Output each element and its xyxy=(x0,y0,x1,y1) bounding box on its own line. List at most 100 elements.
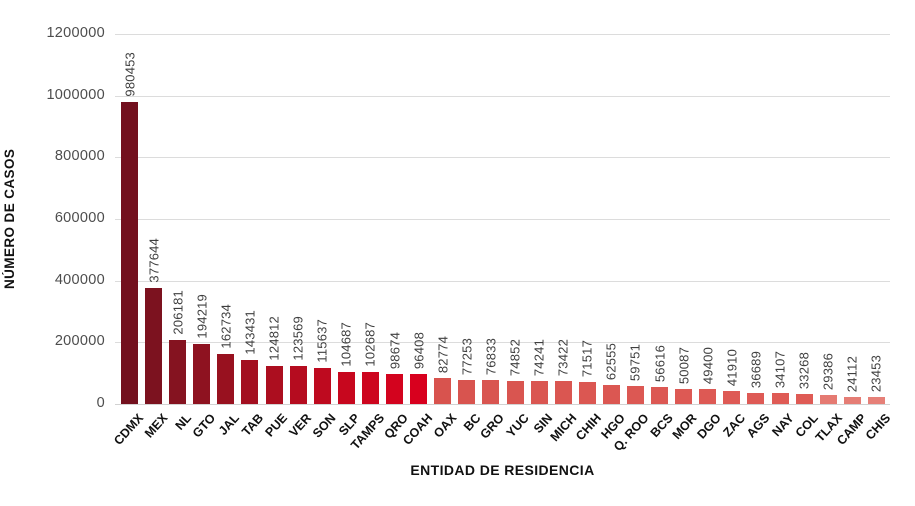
bar-cell-son: 115637 SON xyxy=(310,34,339,440)
bar-cell-ver: 123569 VER xyxy=(287,34,315,439)
bar xyxy=(675,389,693,404)
bar-cell-yuc: 74852 YUC xyxy=(503,34,531,440)
x-category-label: DGO xyxy=(694,411,725,442)
bar-cell-coah: 96408 COAH xyxy=(400,34,435,448)
x-category-label: SON xyxy=(310,411,339,441)
x-category-label: VER xyxy=(286,411,315,440)
bar-value-label: 104687 xyxy=(338,322,354,367)
bar-value-label: 74241 xyxy=(531,338,547,376)
bar-cell-chih: 71517 CHIH xyxy=(573,34,604,443)
bar xyxy=(795,394,813,404)
bar xyxy=(723,391,741,404)
bar-value-label: 24112 xyxy=(844,355,860,392)
bar xyxy=(506,381,524,404)
bar-value-label: 194219 xyxy=(194,294,210,339)
bar-cell-ags: 36689 AGS xyxy=(744,34,773,441)
bar-cell-col: 33268 COL xyxy=(792,34,820,440)
bar-cell-q-roo: 59751 Q. ROO xyxy=(611,34,652,454)
bar xyxy=(241,360,259,404)
x-category-label: PUE xyxy=(262,411,291,440)
bar xyxy=(651,387,669,404)
bar-cell-oax: 82774 OAX xyxy=(431,34,460,441)
bar xyxy=(217,354,235,404)
bar-value-label: 162734 xyxy=(218,304,234,349)
bar-cell-qro: 98674 QRO xyxy=(381,34,410,442)
bar xyxy=(482,380,500,404)
x-category-label: OAX xyxy=(430,411,460,441)
bar xyxy=(602,385,620,404)
bar-cell-nl: 206181 NL xyxy=(169,34,194,433)
bar xyxy=(313,368,331,404)
bar-cell-pue: 124812 PUE xyxy=(263,34,291,439)
bar xyxy=(530,381,548,404)
bar-cell-cdmx: 980453 CDMX xyxy=(111,34,146,447)
bar-value-label: 41910 xyxy=(724,348,740,386)
bar-cell-gro: 76833 GRO xyxy=(478,34,507,442)
bar-value-label: 206181 xyxy=(170,290,186,335)
bar xyxy=(747,393,765,404)
y-tick-label: 800000 xyxy=(54,148,105,165)
y-tick-label: 1200000 xyxy=(46,25,105,41)
bar-value-label: 123569 xyxy=(290,316,306,361)
bar-cell-slp: 104687 SLP xyxy=(336,34,363,438)
bar-cell-zac: 41910 ZAC xyxy=(721,34,749,440)
bar xyxy=(169,340,187,404)
x-category-label: MICH xyxy=(547,411,580,445)
bar-value-label: 74852 xyxy=(507,338,523,376)
x-category-label: CDMX xyxy=(110,411,146,448)
x-category-label: AGS xyxy=(743,411,773,441)
bar-value-label: 124812 xyxy=(266,316,282,361)
bar-value-label: 73422 xyxy=(555,338,571,376)
x-category-label: NAY xyxy=(769,411,797,440)
bar-value-label: 77253 xyxy=(459,337,475,375)
bar xyxy=(626,386,644,404)
bar-cell-bc: 77253 BC xyxy=(458,34,483,434)
gridline-400000 xyxy=(115,280,890,282)
bar xyxy=(843,397,861,404)
bar-value-label: 56616 xyxy=(652,344,668,382)
bar-value-label: 49400 xyxy=(700,346,716,384)
bar-value-label: 59751 xyxy=(627,343,643,381)
x-category-label: GTO xyxy=(189,411,219,441)
bar xyxy=(867,397,885,404)
bar xyxy=(458,380,476,404)
gridline-200000 xyxy=(115,342,890,344)
bar-value-label: 980453 xyxy=(122,52,137,97)
bar-cell-hgo: 62555 HGO xyxy=(598,34,627,442)
bar-value-label: 62555 xyxy=(603,342,619,380)
x-category-label: ZAC xyxy=(720,411,749,440)
y-axis-tick-labels: 0 200000 400000 600000 800000 1000000 1200000 xyxy=(0,25,105,411)
bar-cell-bcs: 56616 BCS xyxy=(648,34,676,440)
y-tick-label: 0 xyxy=(96,395,105,411)
bar xyxy=(699,389,717,404)
bar xyxy=(386,374,404,404)
x-category-label: CHIS xyxy=(862,411,893,443)
bar-cell-mich: 73422 MICH xyxy=(548,34,580,444)
bar xyxy=(193,344,211,404)
bar-cell-nay: 34107 NAY xyxy=(769,34,796,439)
y-tick-label: 1000000 xyxy=(46,86,105,103)
bar-value-label: 33268 xyxy=(796,351,812,389)
bar-value-label: 143431 xyxy=(242,310,258,355)
bar-value-label: 98674 xyxy=(387,331,403,369)
bar xyxy=(410,374,428,404)
bar xyxy=(434,378,452,404)
x-category-label: GRO xyxy=(477,411,508,442)
gridline-1200000 xyxy=(115,34,890,35)
bar-cell-tab: 143431 TAB xyxy=(239,34,266,438)
bar-cell-mor: 50087 MOR xyxy=(670,34,700,442)
bar-series: 980453 CDMX 377644 MEX 206181 NL 194219 GTO 1627… xyxy=(111,34,893,454)
gridline-1000000 xyxy=(115,95,890,97)
y-tick-label: 600000 xyxy=(54,210,105,226)
x-category-label: MEX xyxy=(141,411,170,441)
x-category-label: JAL xyxy=(216,411,243,438)
y-tick-label: 200000 xyxy=(54,333,105,350)
bar xyxy=(578,382,596,404)
x-category-label: MOR xyxy=(670,411,701,443)
gridline-800000 xyxy=(115,157,890,159)
gridline-0 xyxy=(115,404,890,405)
bar xyxy=(289,366,307,404)
bar-value-label: 102687 xyxy=(362,322,378,367)
bar-value-label: 29386 xyxy=(820,352,836,390)
